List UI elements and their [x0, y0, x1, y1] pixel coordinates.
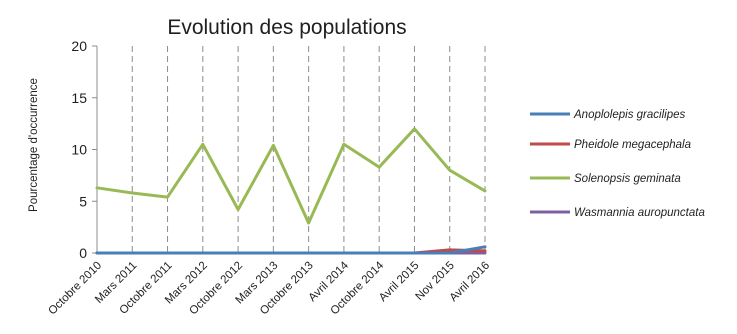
- vertical-gridlines: [131, 46, 486, 253]
- legend-label-wasmannia-auropunctata: Wasmannia auropunctata: [574, 207, 705, 219]
- chart-title: Evolution des populations: [167, 16, 406, 39]
- y-tick-label: 15: [71, 90, 87, 106]
- y-tick-label: 5: [79, 193, 87, 209]
- y-axis-title: Pourcentage d'occurrence: [28, 78, 40, 212]
- legend-label-solenopsis-geminata: Solenopsis geminata: [574, 173, 681, 185]
- data-series: [95, 127, 487, 255]
- x-tick-label: Octobre 2010: [46, 260, 104, 318]
- legend-label-anoplolepis-gracilipes: Anoplolepis gracilipes: [573, 109, 685, 121]
- y-tick-label: 0: [79, 245, 87, 261]
- y-tick-label: 20: [71, 38, 87, 54]
- y-tick-labels: 0 5 10 15 20: [71, 38, 87, 261]
- axes: [92, 45, 485, 254]
- legend: Anoplolepis gracilipes Pheidole megacepha…: [530, 109, 705, 219]
- series-line-anoplolepis-gracilipes: [95, 245, 487, 255]
- legend-label-pheidole-megacephala: Pheidole megacephala: [574, 139, 691, 151]
- y-tick-label: 10: [71, 142, 87, 158]
- series-line-solenopsis-geminata: [95, 127, 487, 225]
